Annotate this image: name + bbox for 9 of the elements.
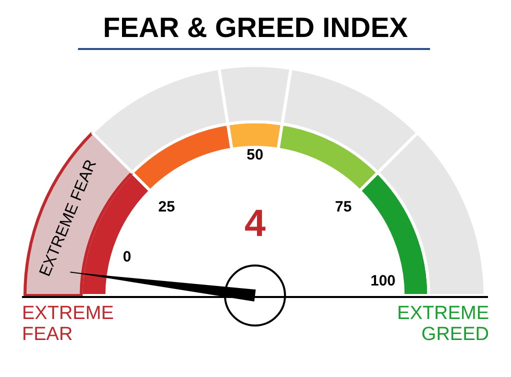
text: EXTREME FEAR: [22, 303, 114, 345]
text: 50: [246, 146, 264, 164]
text: 100: [370, 272, 396, 290]
text: 0: [122, 248, 132, 266]
text: 75: [335, 198, 352, 216]
text: 25: [158, 198, 175, 216]
text: 4: [244, 202, 266, 245]
text: EXTREME GREED: [397, 303, 489, 345]
chart-title: FEAR & GREED INDEX: [102, 12, 409, 44]
